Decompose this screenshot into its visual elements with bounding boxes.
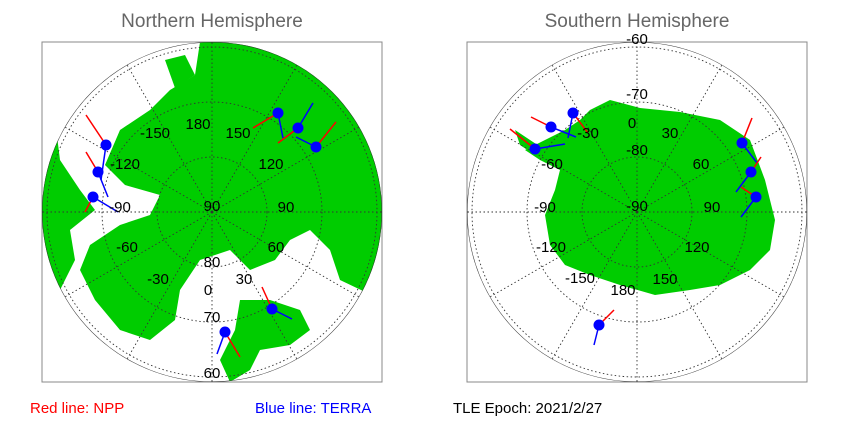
latitude-circle xyxy=(156,156,268,268)
meridian xyxy=(549,60,638,213)
panel-title: Southern Hemisphere xyxy=(545,11,730,32)
grid-label: -80 xyxy=(626,142,648,159)
grid-label: -120 xyxy=(536,239,566,256)
meridian xyxy=(636,211,789,300)
meridian xyxy=(211,124,364,213)
grid-label: 0 xyxy=(628,115,636,132)
meridian xyxy=(211,211,364,300)
meridian xyxy=(636,60,725,213)
satellite-position xyxy=(529,143,541,155)
meridian xyxy=(60,124,213,213)
meridian xyxy=(485,124,638,213)
grid-label: 80 xyxy=(204,254,221,271)
grid-label: -90 xyxy=(626,198,648,215)
meridian xyxy=(549,211,638,364)
latitude-circle xyxy=(526,101,748,323)
grid-label: 90 xyxy=(204,198,221,215)
legend-terra: Blue line: TERRA xyxy=(255,400,371,417)
grid-label: -60 xyxy=(626,31,648,48)
north-grid xyxy=(42,42,382,382)
satellite-position xyxy=(100,139,112,151)
npp-track xyxy=(85,114,107,146)
grid-label: 70 xyxy=(204,309,221,326)
meridian xyxy=(211,211,300,364)
satellite-tracks xyxy=(84,102,762,358)
meridian xyxy=(124,211,213,364)
meridian xyxy=(636,211,725,364)
south-grid xyxy=(467,42,807,382)
satellite-position xyxy=(745,166,757,178)
grid-label: -60 xyxy=(541,156,563,173)
grid-label: 30 xyxy=(236,271,253,288)
grid-label: 120 xyxy=(684,239,709,256)
grid-label: -90 xyxy=(109,199,131,216)
grid-label: -60 xyxy=(116,239,138,256)
grid-label: 90 xyxy=(704,199,721,216)
satellite-position xyxy=(545,121,557,133)
meridian xyxy=(124,60,213,213)
grid-label: 30 xyxy=(662,125,679,142)
satellite-position xyxy=(310,141,322,153)
labels: 1801501209060300-30-60-90-120-1509080706… xyxy=(109,31,720,382)
grid-label: -150 xyxy=(565,270,595,287)
grid-label: 90 xyxy=(278,199,295,216)
grid-label: 150 xyxy=(225,125,250,142)
meridian xyxy=(60,211,213,300)
grid-label: 60 xyxy=(268,239,285,256)
satellite-position xyxy=(87,191,99,203)
satellite-position xyxy=(219,326,231,338)
satellite-position xyxy=(272,107,284,119)
grid-label: 180 xyxy=(610,282,635,299)
satellite-position xyxy=(292,122,304,134)
meridian xyxy=(485,211,638,300)
tle-epoch: TLE Epoch: 2021/2/27 xyxy=(453,400,602,417)
grid-label: -30 xyxy=(577,125,599,142)
latitude-circle xyxy=(581,156,693,268)
satellite-position xyxy=(593,319,605,331)
grid-label: -90 xyxy=(534,199,556,216)
grid-label: 60 xyxy=(204,365,221,382)
grid-label: 120 xyxy=(258,156,283,173)
grid-label: 180 xyxy=(185,116,210,133)
satellite-position xyxy=(567,107,579,119)
satellite-position xyxy=(92,166,104,178)
legend-npp: Red line: NPP xyxy=(30,400,124,417)
latitude-circle xyxy=(101,101,323,323)
grid-label: -30 xyxy=(147,271,169,288)
meridian xyxy=(211,60,300,213)
satellite-position xyxy=(266,303,278,315)
grid-label: -150 xyxy=(140,125,170,142)
grid-label: 150 xyxy=(652,271,677,288)
panel-title: Northern Hemisphere xyxy=(121,11,303,32)
grid-label: -120 xyxy=(110,156,140,173)
grid-label: -70 xyxy=(626,86,648,103)
satellite-position xyxy=(750,191,762,203)
grid-label: 60 xyxy=(693,156,710,173)
grid-label: 0 xyxy=(204,282,212,299)
meridian xyxy=(636,124,789,213)
satellite-position xyxy=(736,137,748,149)
